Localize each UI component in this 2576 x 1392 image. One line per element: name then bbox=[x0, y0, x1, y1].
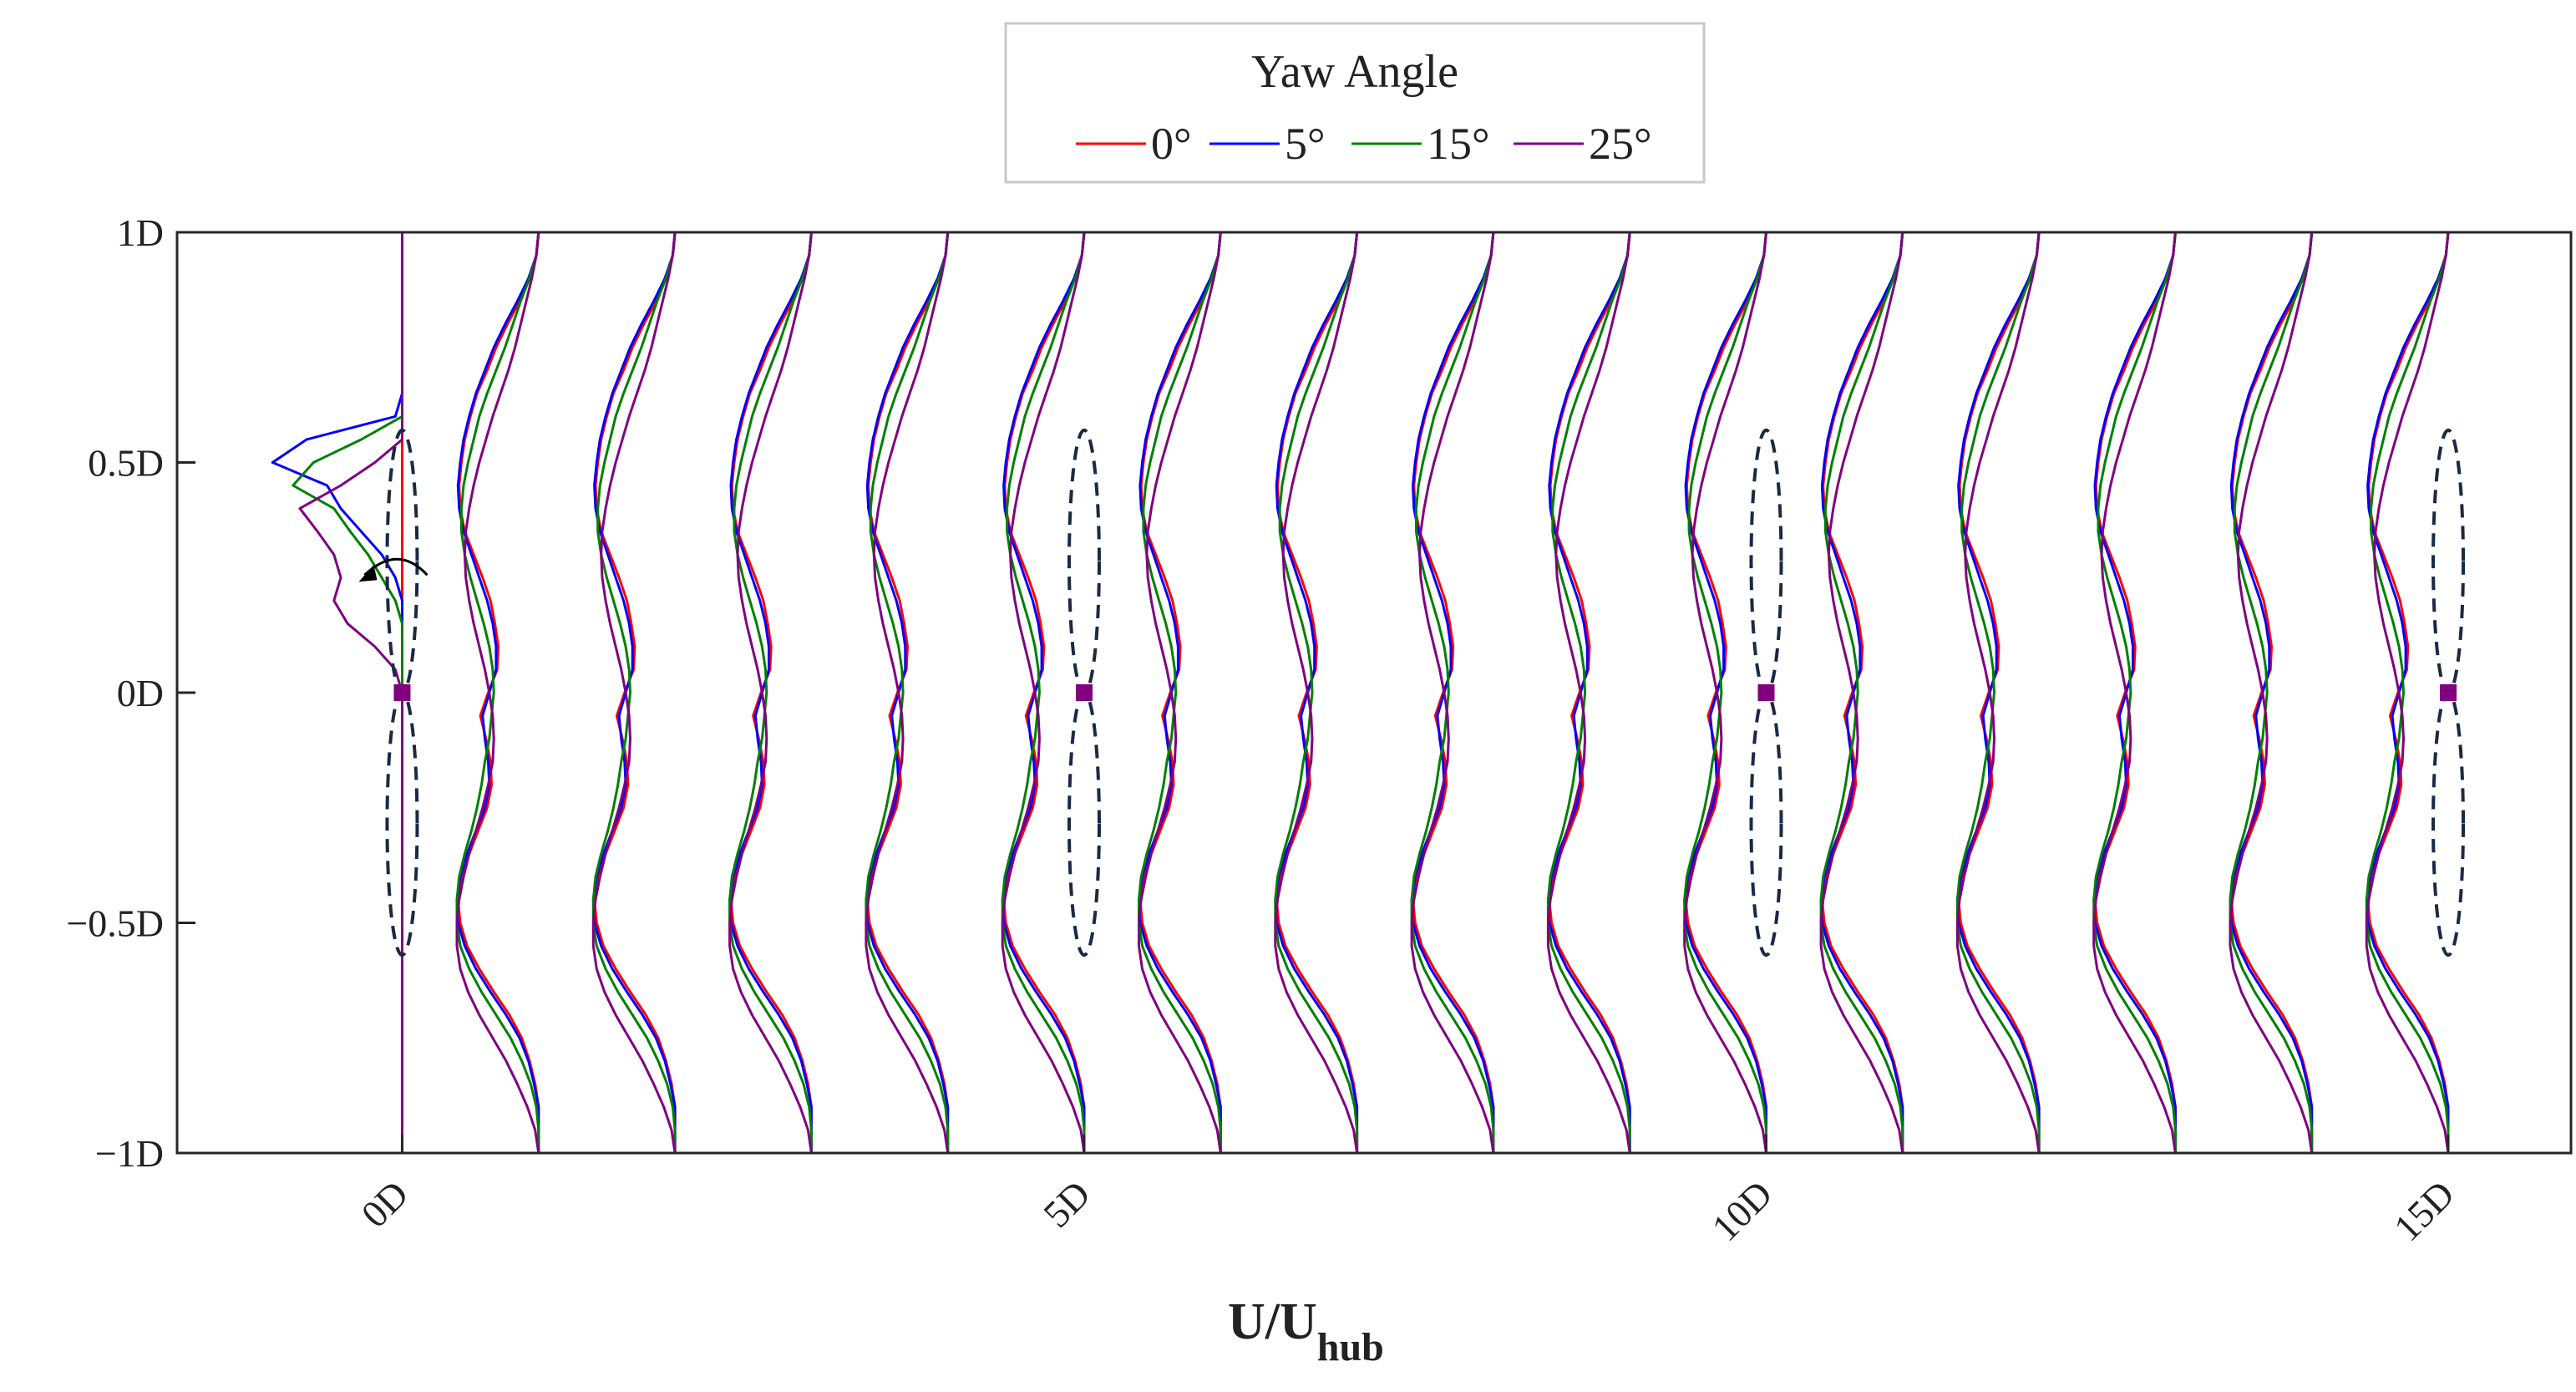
turbine-hub-0 bbox=[393, 684, 411, 701]
profile-15deg-x1 bbox=[455, 231, 540, 1153]
legend-label-2: 15° bbox=[1427, 119, 1490, 169]
profile-25deg-x1 bbox=[455, 231, 540, 1154]
profile-25deg-x5 bbox=[1001, 231, 1086, 1154]
legend-label-0: 0° bbox=[1151, 119, 1192, 169]
velocity-profiles bbox=[271, 231, 2450, 1154]
profile-15deg-x12 bbox=[1955, 231, 2041, 1153]
profile-15deg-x7 bbox=[1274, 231, 1359, 1153]
profile-25deg-x4 bbox=[865, 231, 950, 1154]
profile-15deg-x13 bbox=[2092, 231, 2177, 1153]
profile-15deg-x5 bbox=[1001, 231, 1086, 1153]
y-tick-label-4: 1D bbox=[117, 211, 164, 254]
profile-15deg-x4 bbox=[865, 231, 950, 1153]
profile-25deg-x8 bbox=[1410, 231, 1495, 1154]
profile-15deg-x3 bbox=[728, 231, 813, 1153]
profile-15deg-x14 bbox=[2229, 231, 2314, 1153]
turbine-hub-1 bbox=[1075, 684, 1093, 701]
turbine-hub-3 bbox=[2440, 684, 2457, 701]
profile-15deg-x11 bbox=[1819, 231, 1904, 1153]
profile-25deg-x6 bbox=[1138, 231, 1222, 1154]
profile-25deg-x7 bbox=[1274, 231, 1359, 1154]
profile-15deg-x8 bbox=[1410, 231, 1495, 1153]
y-tick-label-3: 0.5D bbox=[88, 442, 164, 485]
legend-title: Yaw Angle bbox=[1251, 46, 1458, 98]
y-tick-label-2: 0D bbox=[117, 672, 164, 714]
profile-25deg-x10 bbox=[1683, 231, 1767, 1154]
profile-15deg-x2 bbox=[591, 231, 677, 1153]
legend-label-3: 25° bbox=[1589, 119, 1652, 169]
yaw-arrow-head bbox=[358, 565, 378, 582]
profile-25deg-x11 bbox=[1819, 231, 1904, 1154]
turbine-hub-2 bbox=[1757, 684, 1775, 701]
profile-15deg-x9 bbox=[1546, 231, 1631, 1153]
x-axis-label-subscript: hub bbox=[1317, 1325, 1384, 1369]
profile-25deg-x14 bbox=[2229, 231, 2314, 1154]
legend-label-1: 5° bbox=[1285, 119, 1326, 169]
legend-entries: 0° 5° 15° 25° bbox=[1076, 119, 1652, 169]
profile-25deg-x13 bbox=[2092, 231, 2177, 1154]
legend: Yaw Angle 0° 5° 15° 25° bbox=[1004, 22, 1706, 184]
x-axis-label: U/Uhub bbox=[1228, 1293, 1384, 1369]
legend-box bbox=[1004, 22, 1706, 184]
profile-25deg-x15 bbox=[2365, 231, 2450, 1154]
y-tick-label-1: −0.5D bbox=[66, 902, 164, 945]
profile-25deg-x2 bbox=[591, 231, 677, 1154]
profile-25deg-x3 bbox=[728, 231, 813, 1154]
yaw-rotation-arrow bbox=[358, 557, 428, 582]
y-tick-label-0: −1D bbox=[95, 1132, 164, 1175]
profile-15deg-x10 bbox=[1683, 231, 1767, 1153]
profile-25deg-x9 bbox=[1546, 231, 1631, 1154]
profile-15deg-x6 bbox=[1138, 231, 1222, 1153]
profile-25deg-x12 bbox=[1955, 231, 2041, 1154]
profile-15deg-x15 bbox=[2365, 231, 2450, 1153]
